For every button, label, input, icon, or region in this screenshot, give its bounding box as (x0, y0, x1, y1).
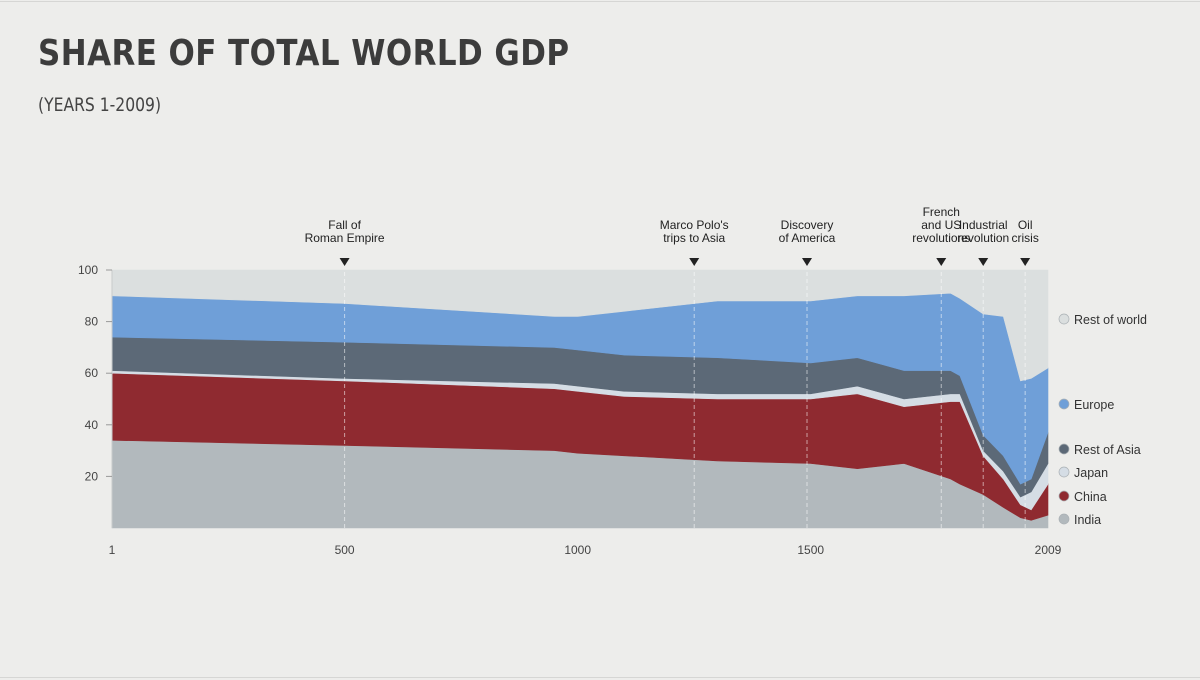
chart-subtitle: (YEARS 1-2009) (38, 94, 162, 116)
event-label: and US (921, 218, 961, 232)
legend-swatch-india (1058, 513, 1070, 525)
legend-swatch-rest-of-world (1058, 313, 1070, 325)
x-tick-label: 1000 (564, 543, 591, 557)
event-label: Fall of (328, 218, 361, 232)
event-label: trips to Asia (663, 231, 725, 245)
legend-label-japan: Japan (1074, 466, 1108, 480)
chart-title: SHARE OF TOTAL WORLD GDP (38, 33, 570, 74)
event-marker-triangle (936, 258, 947, 266)
y-tick-label: 20 (85, 469, 99, 483)
legend-label-india: India (1074, 513, 1101, 527)
legend-label-rest-of-asia: Rest of Asia (1074, 443, 1141, 457)
top-border (0, 1, 1200, 2)
area-rest-of-world (111, 269, 1049, 382)
y-tick-label: 60 (85, 366, 99, 380)
event-label: crisis (1011, 231, 1038, 245)
event-label: revolution (957, 231, 1009, 245)
event-marker-triangle (1020, 258, 1031, 266)
event-label: revolutions (912, 231, 970, 245)
event-label: Marco Polo's (660, 218, 729, 232)
legend-swatch-china (1058, 490, 1070, 502)
legend-label-china: China (1074, 490, 1107, 504)
legend-label-europe: Europe (1074, 398, 1114, 412)
y-tick-label: 40 (85, 418, 99, 432)
event-label: French (923, 205, 960, 219)
legend-swatch-japan (1058, 466, 1070, 478)
event-label: Oil (1018, 218, 1033, 232)
event-label: of America (779, 231, 836, 245)
event-marker-triangle (978, 258, 989, 266)
event-marker-triangle (802, 258, 813, 266)
legend-label-rest-of-world: Rest of world (1074, 313, 1147, 327)
legend-swatch-europe (1058, 398, 1070, 410)
x-tick-label: 2009 (1035, 543, 1062, 557)
legend-swatch-rest-of-asia (1058, 443, 1070, 455)
x-tick-label: 500 (335, 543, 355, 557)
event-marker-triangle (339, 258, 350, 266)
x-tick-label: 1500 (797, 543, 824, 557)
event-label: Roman Empire (305, 231, 385, 245)
x-tick-label: 1 (109, 543, 116, 557)
event-label: Discovery (781, 218, 834, 232)
bottom-border (0, 677, 1200, 678)
y-tick-label: 80 (85, 315, 99, 329)
y-tick-label: 100 (78, 263, 98, 277)
event-label: Industrial (959, 218, 1008, 232)
event-marker-triangle (689, 258, 700, 266)
